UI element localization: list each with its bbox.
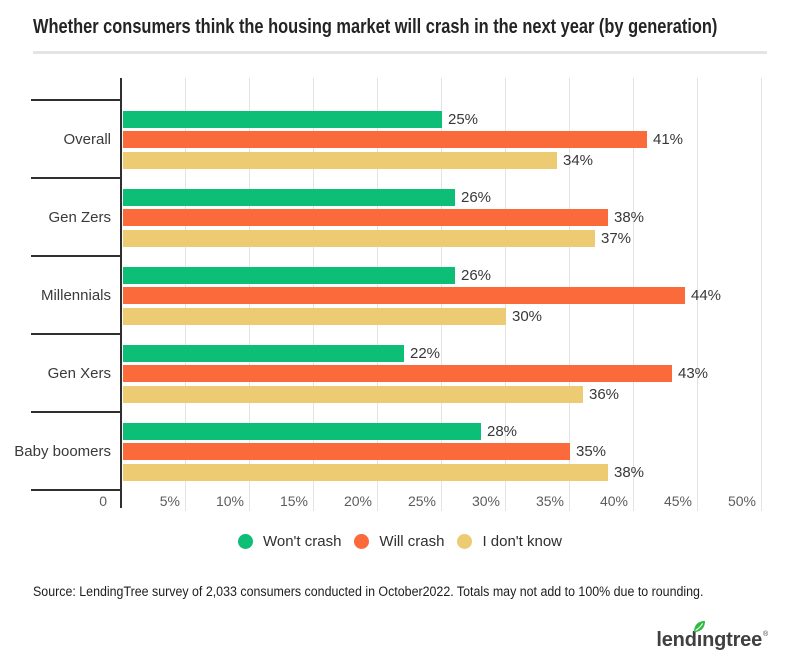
- x-tick-label: 20%: [343, 493, 372, 509]
- bar-value-label: 34%: [563, 151, 594, 169]
- category-label: Gen Xers: [47, 364, 111, 382]
- bar: [123, 209, 608, 226]
- axis-tick: [31, 489, 121, 491]
- axis-tick: [31, 177, 121, 179]
- gridline: [761, 78, 762, 511]
- bar-value-label: 22%: [410, 344, 441, 362]
- axis-tick: [31, 255, 121, 257]
- bar: [123, 131, 647, 148]
- bar-value-label: 28%: [487, 422, 518, 440]
- legend-item: Will crash: [354, 533, 444, 550]
- x-tick-label: 15%: [279, 493, 308, 509]
- category-label: Millennials: [40, 286, 111, 304]
- x-tick-label: 35%: [535, 493, 564, 509]
- bar: [123, 422, 481, 440]
- category-label: Gen Zers: [48, 208, 111, 226]
- legend-label: I don't know: [482, 533, 563, 550]
- bar: [123, 463, 608, 481]
- x-tick-label: 25%: [407, 493, 436, 509]
- bar: [123, 443, 570, 460]
- bar-value-label: 26%: [461, 188, 492, 206]
- bar-value-label: 36%: [589, 385, 620, 403]
- bar-value-label: 25%: [448, 110, 479, 128]
- source-note: Source: LendingTree survey of 2,033 cons…: [33, 584, 704, 599]
- x-tick-label: 45%: [663, 493, 692, 509]
- logo-text-post: ngtree: [702, 629, 763, 651]
- axis-tick: [31, 99, 121, 101]
- chart: Overall 25% 41% 34% Gen Zers 26% 38% 37% Millenn…: [0, 78, 800, 512]
- bar-value-label: 38%: [614, 209, 645, 226]
- bar: [123, 385, 583, 403]
- bar: [123, 365, 672, 382]
- legend-dot-icon: [457, 534, 473, 549]
- bar: [123, 307, 506, 325]
- axis-tick: [31, 411, 121, 413]
- category-label: Overall: [63, 130, 111, 148]
- legend-label: Will crash: [379, 533, 445, 550]
- legend-item: Won't crash: [237, 533, 342, 550]
- legend: Won't crash Will crash I don't know: [0, 533, 800, 550]
- x-tick-label: 40%: [599, 493, 628, 509]
- title-divider: [33, 51, 767, 54]
- bar: [123, 344, 404, 362]
- bar-value-label: 41%: [653, 131, 684, 148]
- bar-value-label: 30%: [512, 307, 543, 325]
- gridline: [697, 78, 698, 511]
- bar: [123, 188, 455, 206]
- x-tick-label: 0: [99, 493, 107, 509]
- x-tick-label: 50%: [727, 493, 756, 509]
- logo-text-pre: lend: [656, 629, 697, 651]
- bar-value-label: 37%: [601, 229, 632, 247]
- legend-item: I don't know: [457, 533, 562, 550]
- bar: [123, 229, 595, 247]
- bar: [123, 151, 557, 169]
- category-label: Baby boomers: [14, 442, 111, 460]
- bar: [123, 266, 455, 284]
- x-tick-label: 5%: [159, 493, 180, 509]
- bar-value-label: 44%: [691, 287, 722, 304]
- leaf-icon: [693, 621, 705, 632]
- lendingtree-logo: lend ıngtree®: [656, 621, 768, 652]
- legend-label: Won't crash: [262, 533, 342, 550]
- bar-value-label: 26%: [461, 266, 492, 284]
- page-title: Whether consumers think the housing mark…: [33, 16, 718, 38]
- legend-dot-icon: [237, 534, 253, 549]
- logo-letter-i: ı: [693, 621, 705, 652]
- x-tick-label: 10%: [215, 493, 244, 509]
- bar-value-label: 38%: [614, 463, 645, 481]
- bar-value-label: 43%: [678, 365, 709, 382]
- bar-value-label: 35%: [576, 443, 607, 460]
- axis-tick: [31, 333, 121, 335]
- bar: [123, 110, 442, 128]
- registered-mark: ®: [763, 631, 768, 638]
- y-axis-line: [120, 78, 122, 508]
- x-tick-label: 30%: [471, 493, 500, 509]
- bar: [123, 287, 685, 304]
- legend-dot-icon: [354, 534, 370, 549]
